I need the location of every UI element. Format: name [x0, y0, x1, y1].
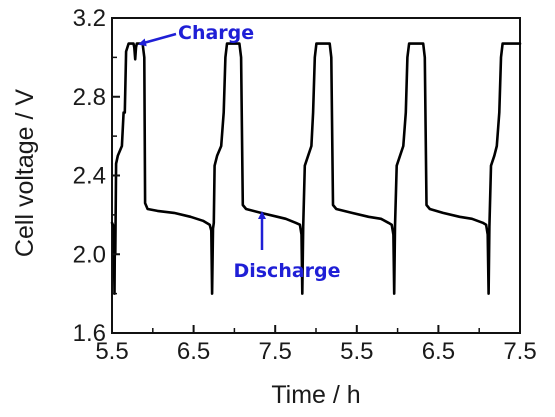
plot-frame — [111, 17, 521, 334]
x-tick-label: 5.5 — [95, 338, 128, 365]
x-tick-label: 7.5 — [259, 338, 292, 365]
y-tick-label: 3.2 — [73, 5, 106, 32]
tick-labels: 1.6 2.0 2.4 2.8 3.2 5.5 6.5 7.5 5.5 6.5 7.5 — [73, 5, 537, 365]
discharge-label: Discharge — [233, 260, 340, 282]
plot-area — [110, 17, 522, 334]
y-axis-title: Cell voltage / V — [11, 89, 39, 257]
y-tick-label: 2.0 — [73, 241, 106, 268]
charge-annotation: Charge — [138, 22, 254, 47]
discharge-annotation: Discharge — [233, 211, 341, 282]
axis-ticks — [111, 17, 521, 334]
y-tick-label: 1.6 — [73, 320, 106, 347]
x-tick-label: 5.5 — [340, 338, 373, 365]
x-tick-label: 6.5 — [177, 338, 210, 365]
x-tick-label: 7.5 — [503, 338, 536, 365]
voltage-curve — [110, 42, 522, 295]
x-tick-label: 6.5 — [422, 338, 455, 365]
y-tick-label: 2.4 — [73, 163, 106, 190]
charge-label: Charge — [178, 22, 254, 44]
x-axis-title: Time / h — [271, 381, 360, 409]
charge-arrow — [138, 32, 177, 47]
y-tick-label: 2.8 — [73, 84, 106, 111]
